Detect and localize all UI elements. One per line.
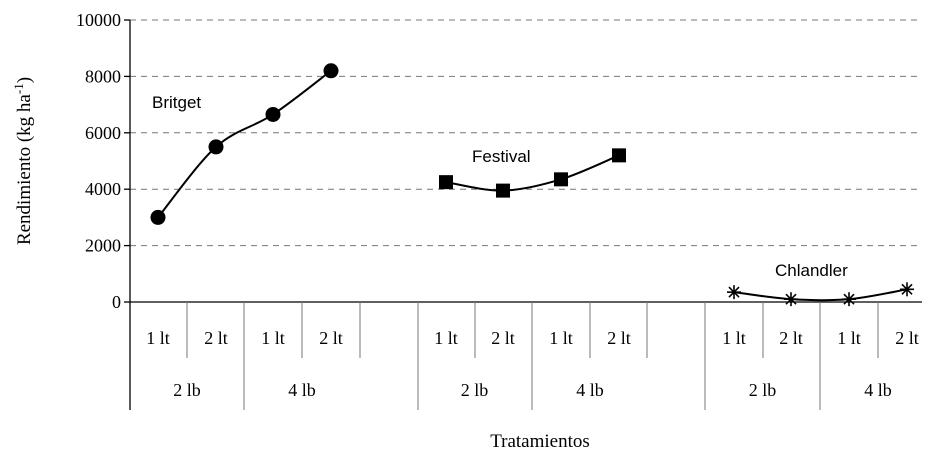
- group-label: 2 lb: [749, 380, 777, 400]
- group-label: 4 lb: [288, 380, 316, 400]
- x-axis-title: Tratamientos: [490, 431, 590, 452]
- data-point: [612, 148, 626, 163]
- category-label: 2 lt: [895, 328, 919, 348]
- y-axis-title-close: ): [14, 77, 35, 83]
- data-point: [208, 139, 224, 155]
- y-axis-title-main: Rendimiento (kg ha: [14, 94, 35, 245]
- y-tick-label: 8000: [85, 66, 121, 86]
- category-label: 2 lt: [607, 328, 631, 348]
- group-label: 4 lb: [576, 380, 604, 400]
- series-layer: Britget Festival Chlandler: [150, 63, 914, 307]
- y-tick-label: 6000: [85, 123, 121, 143]
- y-tick-label: 10000: [76, 10, 121, 30]
- series-label: Britget: [152, 93, 201, 112]
- series-britget: Britget: [150, 63, 339, 225]
- data-point: [727, 285, 741, 300]
- series-line: [157, 69, 332, 219]
- category-label: 1 lt: [722, 328, 746, 348]
- group-label: 2 lb: [173, 380, 201, 400]
- data-point: [784, 292, 798, 307]
- data-point: [900, 282, 914, 297]
- series-label: Chlandler: [775, 261, 848, 280]
- star-stroke: [728, 286, 740, 298]
- star-stroke: [785, 293, 797, 305]
- data-point: [496, 183, 510, 198]
- data-point: [842, 292, 856, 307]
- y-axis-title: Rendimiento (kg ha-1): [11, 77, 35, 245]
- series-chlandler: Chlandler: [727, 261, 914, 307]
- category-label: 2 lt: [779, 328, 803, 348]
- gridlines: [130, 19, 922, 247]
- category-label: 2 lt: [319, 328, 343, 348]
- group-label: 4 lb: [864, 380, 892, 400]
- star-stroke: [901, 283, 913, 295]
- y-tick-label: 0: [112, 292, 121, 312]
- series-line: [445, 154, 620, 192]
- group-label: 2 lb: [461, 380, 489, 400]
- y-tick-label: 2000: [85, 236, 121, 256]
- star-stroke: [843, 293, 855, 305]
- category-label: 1 lt: [146, 328, 170, 348]
- y-axis-title-superscript: -1: [11, 83, 26, 94]
- data-point: [439, 175, 453, 190]
- data-point: [150, 209, 166, 225]
- category-label: 1 lt: [261, 328, 285, 348]
- series-label: Festival: [472, 147, 531, 166]
- series-line: [733, 288, 908, 302]
- y-axis: 0 2000 4000 6000 8000 10000: [76, 10, 131, 410]
- category-label: 1 lt: [837, 328, 861, 348]
- data-point: [554, 172, 568, 187]
- data-point: [265, 106, 281, 122]
- data-point: [323, 63, 339, 79]
- category-label: 1 lt: [549, 328, 573, 348]
- category-label: 1 lt: [434, 328, 458, 348]
- y-tick-label: 4000: [85, 179, 121, 199]
- series-festival: Festival: [439, 147, 626, 198]
- category-label: 2 lt: [204, 328, 228, 348]
- x-axis: 1 lt 2 lt 1 lt 2 lt 1 lt 2 lt 1 lt 2 lt 1 lt 2 lt…: [130, 301, 922, 410]
- category-label: 2 lt: [491, 328, 515, 348]
